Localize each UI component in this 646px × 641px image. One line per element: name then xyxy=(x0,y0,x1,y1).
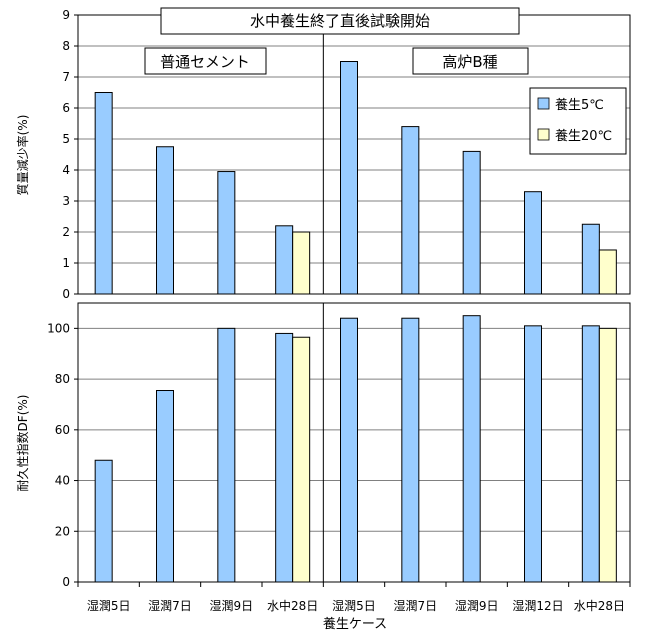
legend-label-20c: 養生20℃ xyxy=(555,128,612,144)
bar-top-5c-1 xyxy=(156,146,174,295)
bar-top-5c-5 xyxy=(401,126,420,295)
bar-bottom-5c-2 xyxy=(217,327,236,583)
bar-bottom-5c-5 xyxy=(401,317,420,583)
bar-top-5c-0 xyxy=(94,92,113,295)
legend-swatch-20c xyxy=(537,128,550,141)
plot-frame-bottom xyxy=(77,302,631,583)
y-tick-label-bottom: 60 xyxy=(55,423,70,437)
bottom-panel: 0 20 40 60 80 100 xyxy=(47,302,631,589)
group-label-normal-box: 普通セメント xyxy=(144,47,267,75)
x-tick-label-8: 水中28日 xyxy=(574,598,625,613)
y-tick-label-bottom: 0 xyxy=(62,575,70,589)
bar-bottom-20c-3 xyxy=(292,336,311,583)
x-tick-label-5: 湿潤7日 xyxy=(394,598,438,613)
y-tick-label-top: 3 xyxy=(62,194,70,208)
y-tick-label-bottom: 20 xyxy=(55,524,70,538)
y-tick-label-top: 0 xyxy=(62,287,70,301)
y-tick-label-bottom: 40 xyxy=(55,474,70,488)
title-box: 水中養生終了直後試験開始 xyxy=(160,7,520,35)
y-tick-label-top: 1 xyxy=(62,256,70,270)
y-tick-label-top: 8 xyxy=(62,39,70,53)
x-tick-label-0: 湿潤5日 xyxy=(87,598,131,613)
group-label-bb: 高炉B種 xyxy=(442,53,497,71)
x-tick-label-1: 湿潤7日 xyxy=(148,598,192,613)
bar-top-20c-3 xyxy=(292,231,311,295)
bar-bottom-20c-8 xyxy=(598,327,617,583)
bar-top-5c-4 xyxy=(340,61,358,295)
legend-swatch-5c xyxy=(537,97,550,110)
x-tick-label-4: 湿潤5日 xyxy=(332,598,376,613)
bar-bottom-5c-4 xyxy=(340,317,358,583)
bar-top-5c-3 xyxy=(275,225,294,295)
bar-top-5c-2 xyxy=(217,171,236,295)
group-label-normal: 普通セメント xyxy=(160,53,250,71)
x-tick-label-6: 湿潤9日 xyxy=(455,598,499,613)
y-tick-label-top: 2 xyxy=(62,225,70,239)
x-axis-labels: 湿潤5日 湿潤7日 湿潤9日 水中28日 湿潤5日 湿潤7日 湿潤9日 湿潤12日 水中28日 xyxy=(77,582,631,613)
y-axis-title-bottom: 耐久性指数DF(%) xyxy=(15,395,30,492)
y-tick-label-bottom: 80 xyxy=(55,372,70,386)
bar-top-5c-6 xyxy=(462,150,481,295)
bar-top-5c-8 xyxy=(581,223,600,295)
group-label-bb-box: 高炉B種 xyxy=(412,47,529,75)
x-tick-label-3: 水中28日 xyxy=(267,598,318,613)
x-axis-title: 養生ケース xyxy=(323,616,387,632)
y-tick-label-top: 7 xyxy=(62,70,70,84)
y-tick-label-top: 9 xyxy=(62,8,70,22)
x-tick-label-7: 湿潤12日 xyxy=(512,598,563,613)
bar-bottom-5c-1 xyxy=(156,390,174,583)
bar-bottom-5c-7 xyxy=(524,325,542,583)
bar-top-5c-7 xyxy=(524,191,542,295)
y-tick-label-bottom: 100 xyxy=(47,321,70,335)
chart-title: 水中養生終了直後試験開始 xyxy=(250,12,430,30)
y-tick-label-top: 5 xyxy=(62,132,70,146)
y-tick-label-top: 6 xyxy=(62,101,70,115)
bar-top-20c-8 xyxy=(598,249,617,295)
bar-bottom-5c-0 xyxy=(94,459,113,583)
y-tick-label-top: 4 xyxy=(62,163,70,177)
y-axis-title-top: 質量減少率(%) xyxy=(15,115,30,196)
legend-label-5c: 養生5℃ xyxy=(555,97,604,113)
x-tick-label-2: 湿潤9日 xyxy=(210,598,254,613)
bar-bottom-5c-8 xyxy=(581,325,600,583)
bar-bottom-5c-3 xyxy=(275,332,294,583)
bar-bottom-5c-6 xyxy=(462,315,481,583)
legend: 養生5℃ 養生20℃ xyxy=(529,87,627,155)
